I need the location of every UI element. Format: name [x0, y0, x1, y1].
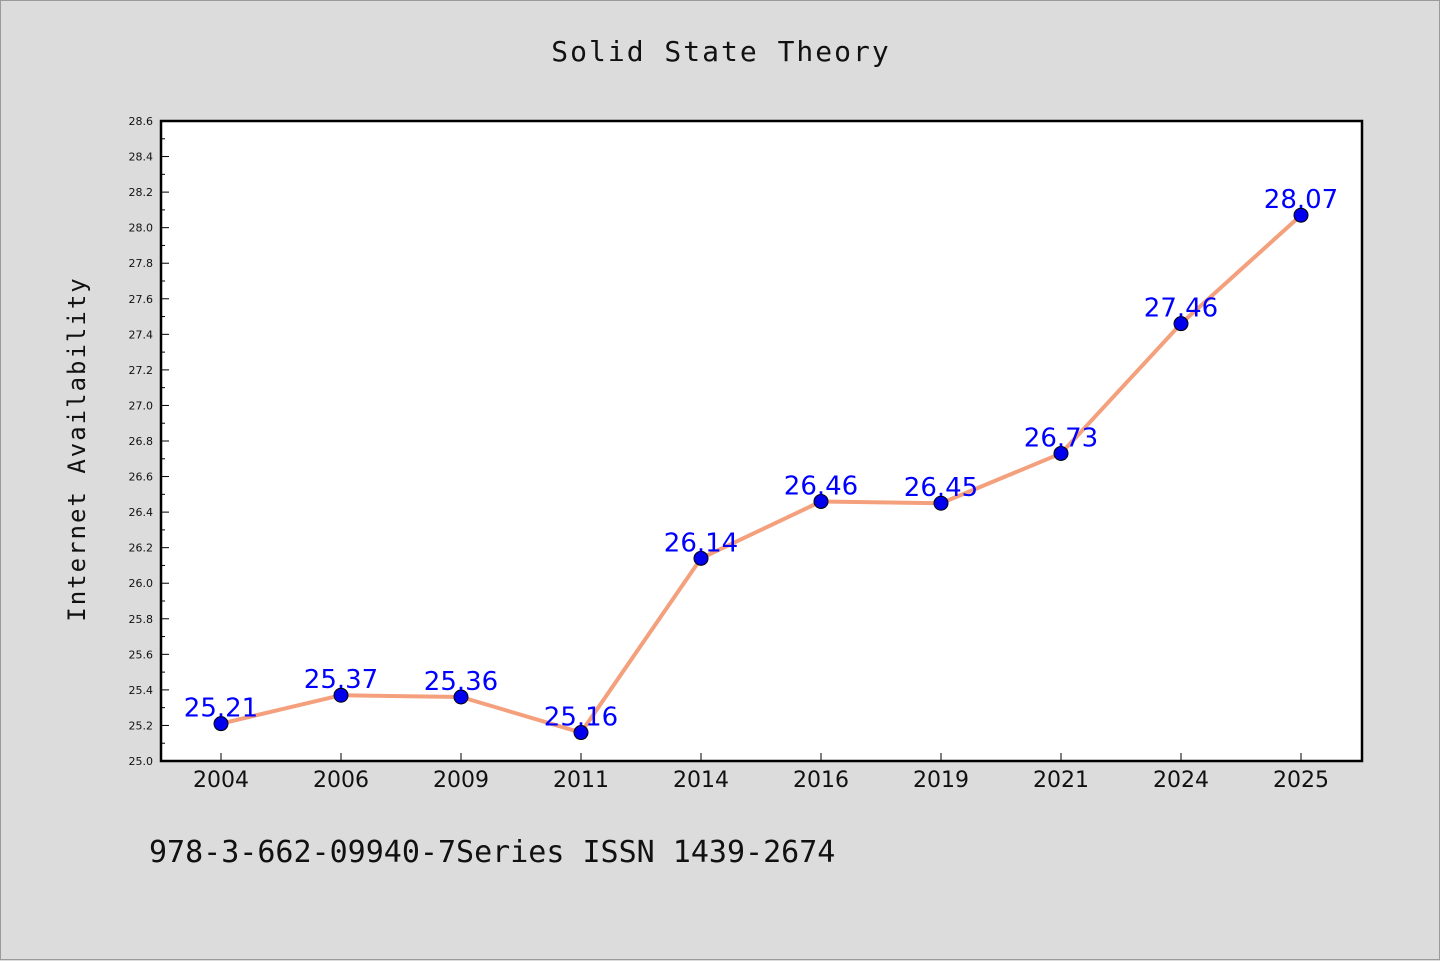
y-tick-label: 28.0	[129, 222, 154, 235]
x-tick-label: 2025	[1273, 768, 1329, 793]
y-tick-label: 28.2	[129, 186, 154, 199]
y-tick-label: 27.8	[129, 257, 154, 270]
y-tick-label: 27.4	[129, 328, 154, 341]
x-tick-label: 2009	[433, 768, 489, 793]
footer-text: 978-3-662-09940-7Series ISSN 1439-2674	[149, 835, 836, 870]
data-label: 25.21	[184, 694, 258, 724]
data-point	[573, 725, 589, 741]
x-tick-label: 2024	[1153, 768, 1209, 793]
y-tick-label: 26.4	[129, 506, 154, 519]
data-label: 26.45	[904, 473, 978, 503]
data-label: 25.16	[544, 703, 618, 733]
y-tick-label: 26.2	[129, 542, 154, 555]
y-tick-label: 26.8	[129, 435, 154, 448]
data-label: 25.37	[304, 665, 378, 695]
data-label: 25.36	[424, 667, 498, 697]
y-tick-label: 26.6	[129, 471, 154, 484]
y-tick-label: 28.6	[129, 115, 154, 128]
data-label: 26.14	[664, 528, 738, 558]
data-label: 28.07	[1264, 185, 1338, 215]
x-tick-label: 2006	[313, 768, 369, 793]
x-tick-label: 2019	[913, 768, 969, 793]
data-point	[213, 716, 229, 732]
y-tick-label: 27.6	[129, 293, 154, 306]
plot-area	[161, 121, 1362, 761]
y-tick-label: 25.6	[129, 648, 154, 661]
y-tick-label: 26.0	[129, 577, 154, 590]
plot-frame	[159, 119, 1364, 763]
y-tick-label: 27.0	[129, 399, 154, 412]
chart-title: Solid State Theory	[551, 35, 891, 68]
data-label: 27.46	[1144, 294, 1218, 324]
x-tick-label: 2021	[1033, 768, 1089, 793]
y-tick-label: 25.8	[129, 613, 154, 626]
y-tick-label: 27.2	[129, 364, 154, 377]
x-tick-label: 2004	[193, 768, 249, 793]
y-tick-label: 28.4	[129, 151, 154, 164]
y-tick-label: 25.4	[129, 684, 154, 697]
data-label: 26.73	[1024, 423, 1098, 453]
x-tick-label: 2016	[793, 768, 849, 793]
data-point	[933, 495, 949, 511]
data-point	[1053, 445, 1069, 461]
data-point	[453, 689, 469, 705]
series-line	[220, 213, 1303, 735]
y-tick-label: 25.0	[129, 755, 154, 768]
data-point	[1173, 316, 1189, 332]
data-point	[693, 550, 709, 566]
y-tick-label: 25.2	[129, 719, 154, 732]
x-tick-label: 2014	[673, 768, 729, 793]
x-tick-label: 2011	[553, 768, 609, 793]
data-point	[333, 687, 349, 703]
data-point	[1293, 207, 1309, 223]
data-point	[813, 493, 829, 509]
data-label: 26.46	[784, 471, 858, 501]
